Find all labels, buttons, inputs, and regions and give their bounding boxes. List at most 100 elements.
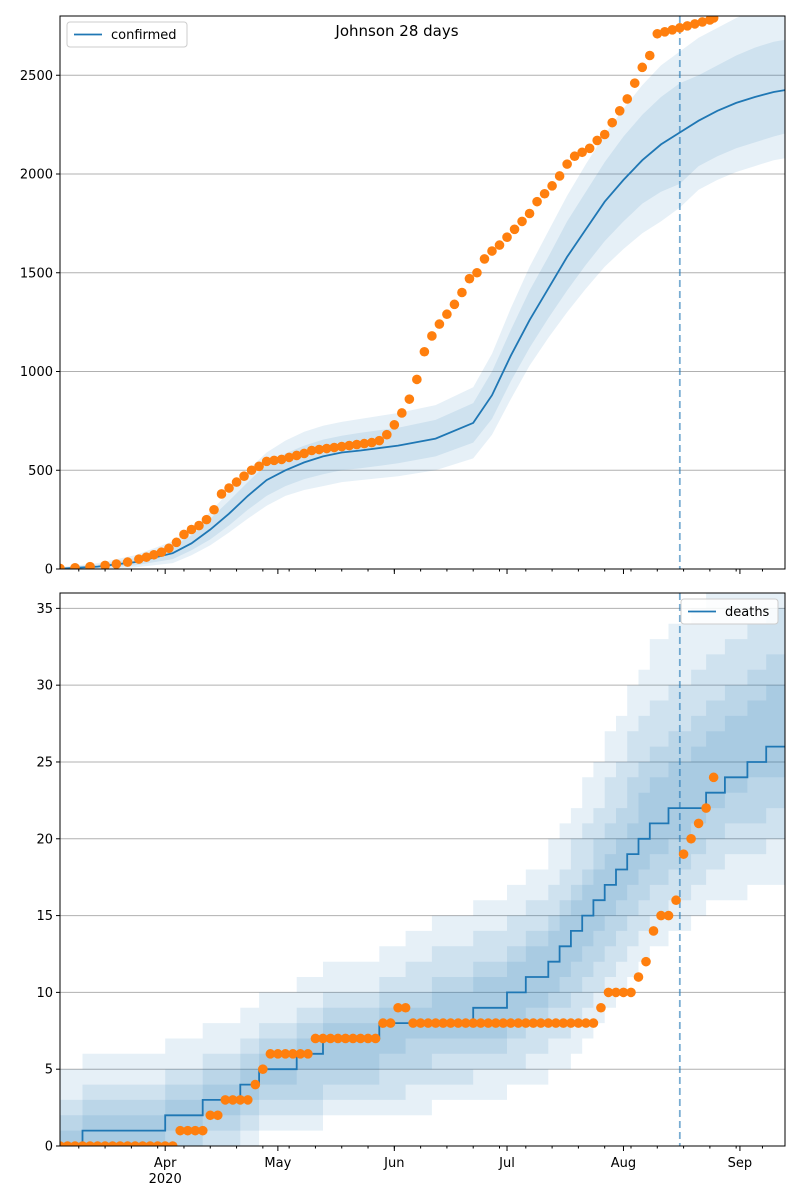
data-point bbox=[209, 504, 219, 515]
data-point bbox=[592, 135, 602, 146]
data-point bbox=[483, 1018, 494, 1028]
data-point bbox=[629, 78, 640, 88]
data-point bbox=[231, 477, 242, 487]
data-point bbox=[299, 448, 309, 459]
data-point bbox=[197, 1125, 208, 1136]
data-point bbox=[348, 1033, 358, 1044]
data-point bbox=[220, 1095, 231, 1105]
data-point bbox=[310, 1033, 321, 1044]
data-point bbox=[288, 1049, 298, 1059]
data-point bbox=[355, 1033, 366, 1044]
data-point bbox=[175, 1125, 186, 1136]
data-point bbox=[521, 1018, 531, 1028]
data-point bbox=[100, 1141, 110, 1146]
data-point bbox=[479, 254, 490, 264]
data-point bbox=[182, 1125, 193, 1136]
legend-box bbox=[66, 21, 188, 48]
data-point bbox=[678, 849, 689, 859]
data-point bbox=[577, 147, 587, 158]
data-point bbox=[438, 1018, 448, 1028]
data-point bbox=[216, 489, 227, 499]
data-point bbox=[509, 224, 520, 235]
data-point bbox=[265, 1049, 276, 1059]
data-point bbox=[258, 1064, 268, 1074]
data-point bbox=[280, 1049, 291, 1059]
data-point bbox=[427, 331, 437, 341]
data-point bbox=[648, 926, 659, 936]
axes-frame bbox=[59, 15, 786, 570]
data-point bbox=[351, 439, 362, 450]
data-point bbox=[336, 441, 347, 452]
data-point bbox=[145, 1141, 155, 1146]
data-point bbox=[340, 1033, 351, 1044]
data-point bbox=[468, 1018, 479, 1028]
x-tick-label: Jun bbox=[383, 1156, 404, 1171]
data-point bbox=[378, 1018, 388, 1028]
data-point bbox=[637, 62, 648, 73]
data-point bbox=[532, 196, 542, 207]
y-tick-label: 2500 bbox=[20, 69, 53, 84]
data-point bbox=[190, 1125, 201, 1136]
data-point bbox=[60, 563, 65, 569]
chart-confirmed: 0 500 1000 1500 2000 2500 Johnson 28 days confi… bbox=[20, 15, 786, 578]
data-point bbox=[254, 461, 264, 472]
data-point bbox=[243, 1095, 253, 1105]
data-point bbox=[667, 25, 678, 35]
legend-label: deaths bbox=[725, 605, 770, 620]
data-point bbox=[186, 524, 197, 535]
data-point bbox=[701, 803, 711, 813]
data-point bbox=[686, 833, 696, 844]
data-point bbox=[201, 514, 212, 525]
y-tick-label: 25 bbox=[36, 755, 53, 770]
data-point bbox=[273, 1049, 283, 1059]
x-tick-sublabel: 2020 bbox=[149, 1172, 182, 1187]
data-point bbox=[107, 1141, 118, 1146]
plot-area bbox=[60, 593, 785, 1146]
plot-area bbox=[60, 16, 785, 569]
y-tick-label: 20 bbox=[36, 832, 53, 847]
data-point bbox=[494, 240, 505, 250]
data-point bbox=[227, 1095, 238, 1105]
data-point bbox=[404, 394, 415, 404]
data-point bbox=[614, 106, 625, 116]
y-tick-label: 1500 bbox=[20, 266, 53, 281]
axes-frame bbox=[59, 592, 786, 1147]
data-point bbox=[115, 1141, 125, 1146]
data-point bbox=[611, 987, 621, 998]
data-point bbox=[397, 408, 407, 418]
data-point bbox=[366, 437, 377, 448]
data-point bbox=[656, 910, 666, 921]
data-point bbox=[626, 987, 636, 998]
data-point bbox=[194, 520, 204, 531]
y-tick-label: 5 bbox=[45, 1063, 53, 1078]
data-point bbox=[415, 1018, 426, 1028]
data-point bbox=[517, 216, 527, 227]
y-tick-label: 2000 bbox=[20, 168, 53, 183]
data-point bbox=[314, 444, 324, 455]
data-point bbox=[524, 208, 535, 219]
data-point bbox=[412, 374, 422, 385]
data-point bbox=[385, 1018, 396, 1028]
data-point bbox=[430, 1018, 441, 1028]
data-point bbox=[708, 16, 719, 23]
data-point bbox=[303, 1049, 313, 1059]
data-point bbox=[490, 1018, 501, 1028]
y-tick-label: 0 bbox=[45, 1140, 53, 1155]
data-point bbox=[554, 171, 565, 181]
data-point bbox=[212, 1110, 223, 1121]
data-point bbox=[423, 1018, 433, 1028]
data-point bbox=[558, 1018, 569, 1028]
data-point bbox=[543, 1018, 554, 1028]
y-tick-label: 10 bbox=[36, 986, 53, 1001]
data-point bbox=[419, 346, 430, 357]
data-point bbox=[344, 440, 355, 451]
uncertainty-band bbox=[60, 654, 785, 1146]
data-point bbox=[85, 1141, 95, 1146]
data-point bbox=[276, 454, 287, 465]
data-point bbox=[389, 420, 400, 430]
data-point bbox=[137, 1141, 148, 1146]
data-point bbox=[659, 27, 670, 37]
data-point bbox=[408, 1018, 418, 1028]
